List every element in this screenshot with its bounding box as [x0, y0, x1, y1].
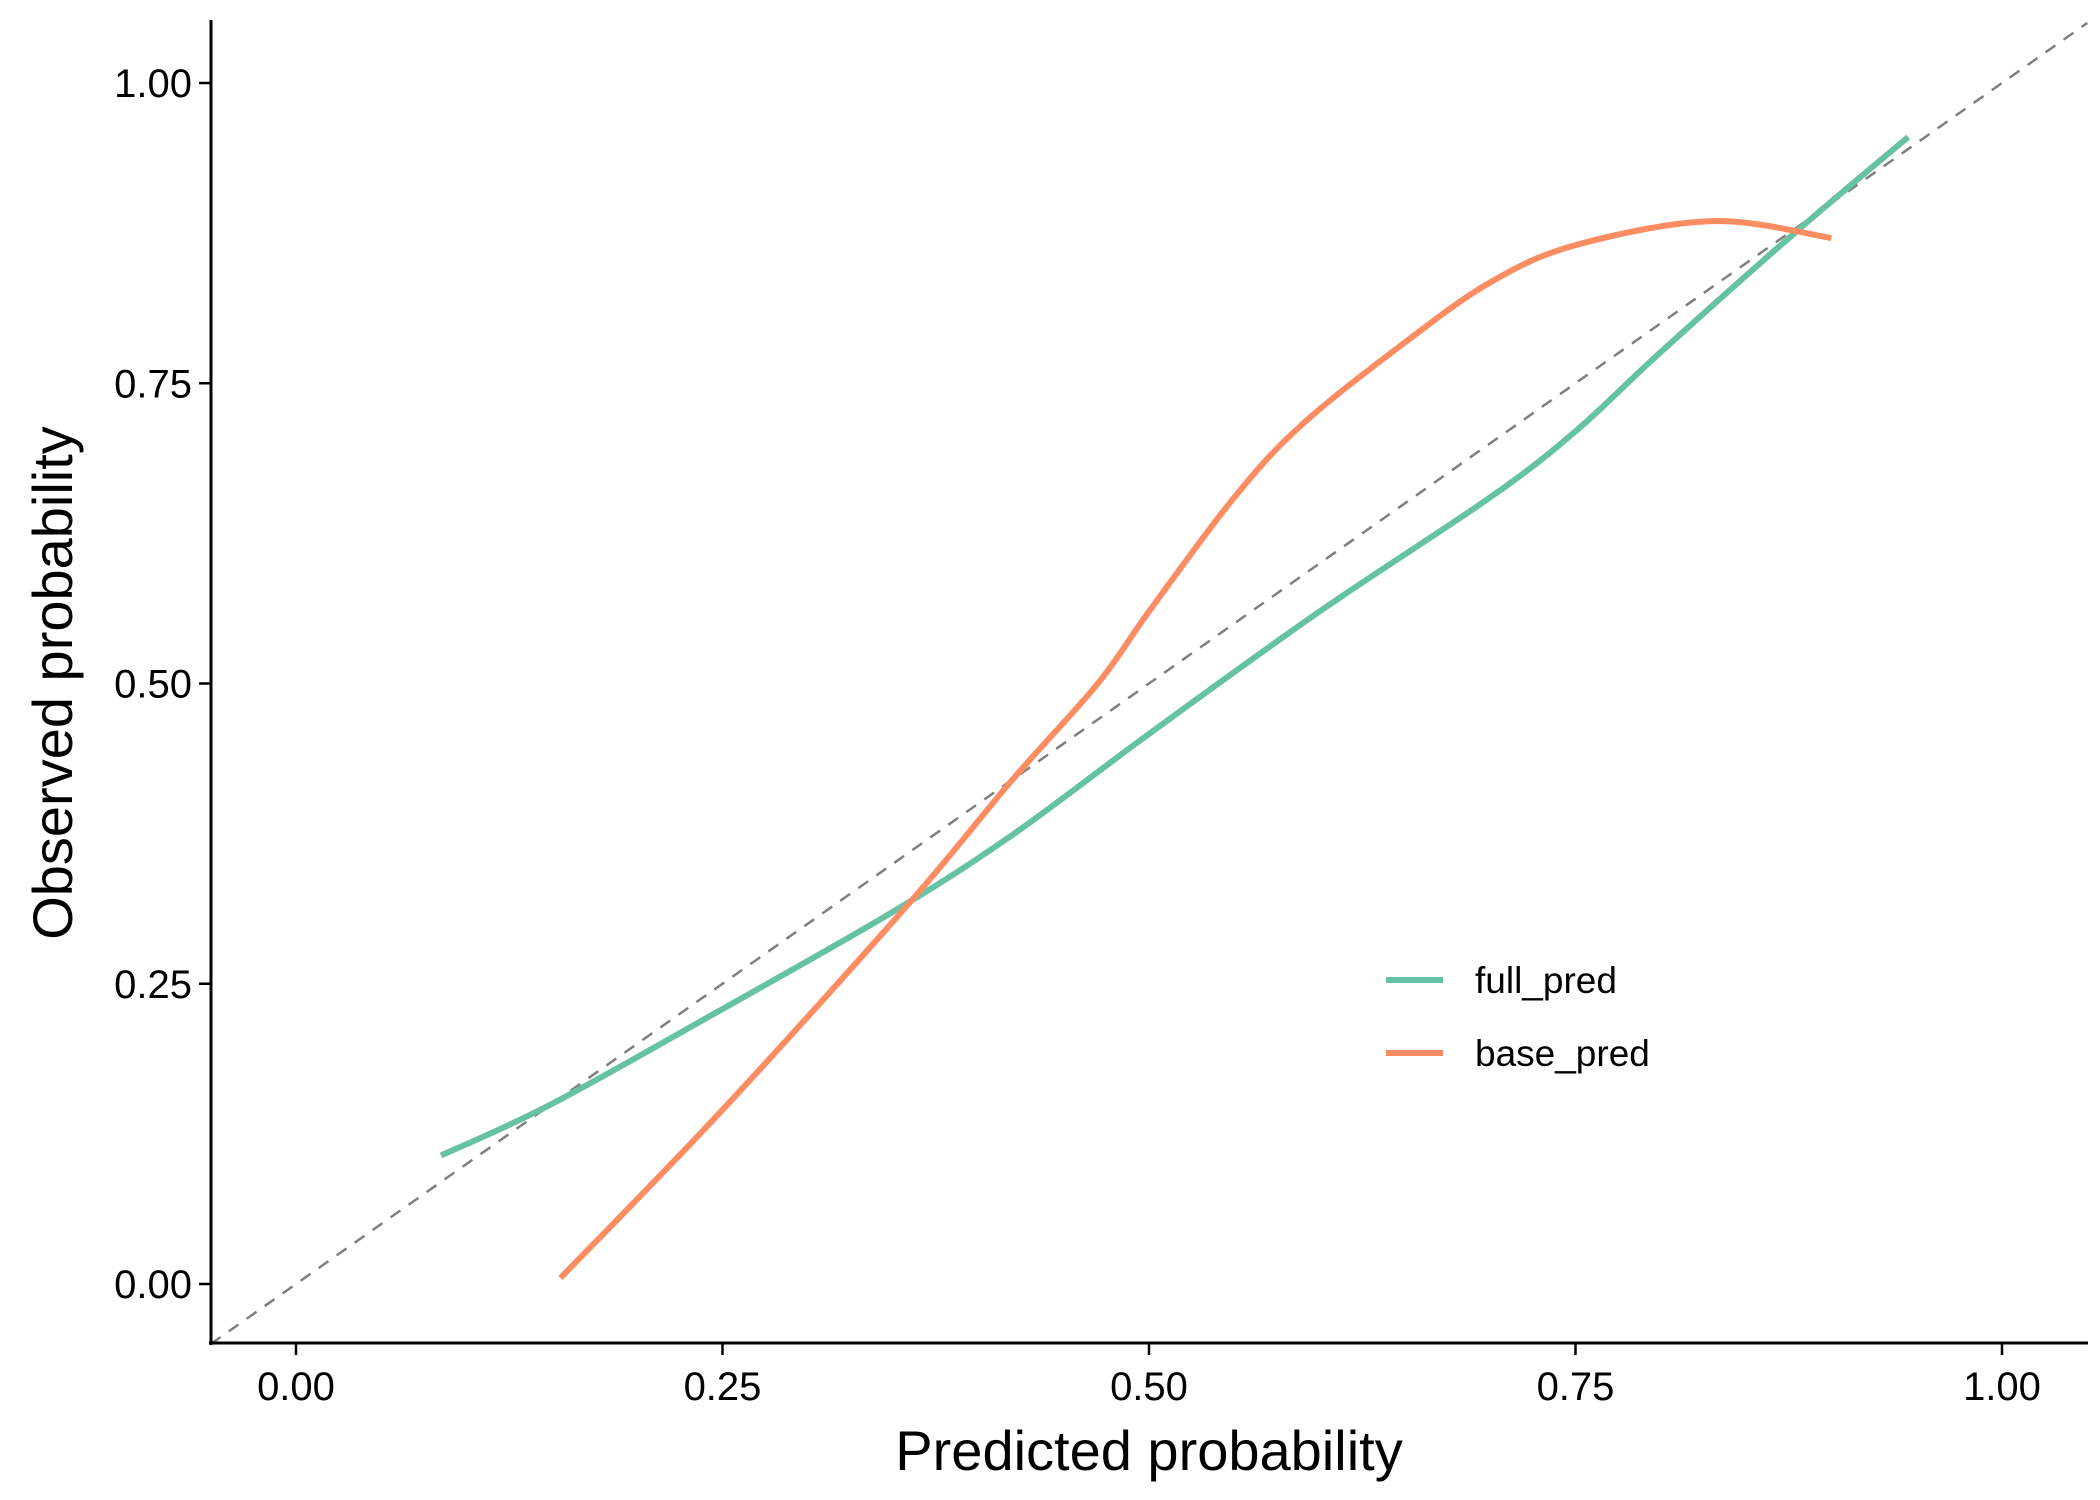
y-tick-label: 0.25: [114, 963, 192, 1007]
y-axis-title: Observed probability: [21, 426, 84, 940]
x-axis-title: Predicted probability: [895, 1419, 1402, 1482]
legend-label: base_pred: [1475, 1033, 1650, 1074]
x-tick-label: 0.00: [257, 1365, 335, 1409]
y-tick-label: 0.50: [114, 663, 192, 707]
legend-label: full_pred: [1475, 960, 1617, 1001]
y-tick-label: 1.00: [114, 62, 192, 106]
x-tick-label: 0.75: [1537, 1365, 1615, 1409]
x-tick-label: 1.00: [1963, 1365, 2041, 1409]
series-line-base_pred: [558, 218, 1832, 1281]
reference-diagonal-line: [209, 21, 2089, 1346]
y-tick-label: 0.75: [114, 362, 192, 406]
y-tick-label: 0.00: [114, 1263, 192, 1307]
legend: full_pred base_pred: [1386, 960, 1650, 1074]
series-line-full_pred: [439, 134, 1911, 1159]
x-tick-label: 0.25: [684, 1365, 762, 1409]
x-tick-label: 0.50: [1110, 1365, 1188, 1409]
